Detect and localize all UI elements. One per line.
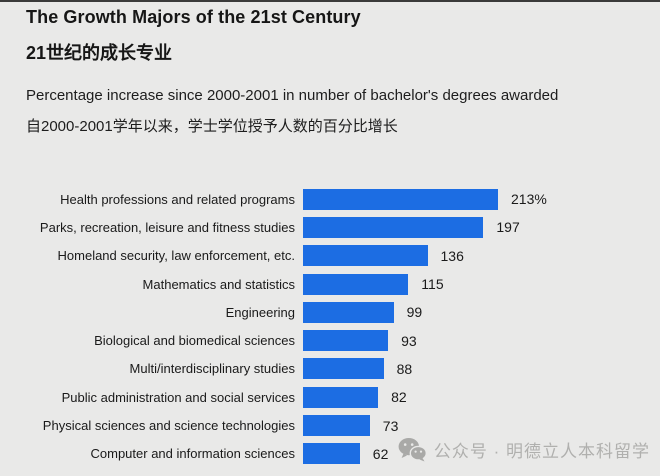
chart-row: Engineering 99 (0, 298, 660, 326)
value-label: 62 (372, 445, 389, 462)
bar-chart: Health professions and related programs … (0, 185, 660, 468)
wechat-icon (398, 437, 427, 462)
chart-header: The Growth Majors of the 21st Century 21… (26, 7, 636, 136)
value-label: 197 (496, 219, 520, 236)
chart-subtitle-english: Percentage increase since 2000-2001 in n… (26, 86, 559, 104)
chart-title-english: The Growth Majors of the 21st Century (26, 7, 361, 27)
category-label: Physical sciences and science technologi… (42, 418, 295, 434)
chart-row: Physical sciences and science technologi… (0, 411, 660, 439)
value-label: 99 (406, 304, 423, 321)
value-label: 82 (391, 389, 407, 406)
bar (303, 188, 498, 210)
category-label: Mathematics and statistics (142, 276, 295, 292)
bar (303, 386, 379, 408)
watermark-text: 公众号 · 明德立人本科留学 (433, 442, 650, 461)
value-label: 73 (382, 417, 399, 434)
category-label: Public administration and social service… (61, 389, 295, 405)
chart-row: Parks, recreation, leisure and fitness s… (0, 213, 660, 241)
bar (303, 301, 394, 323)
value-label: 88 (396, 360, 413, 377)
bar (303, 358, 384, 380)
chart-row: Multi/interdisciplinary studies 88 (0, 355, 660, 383)
chart-row: Public administration and social service… (0, 383, 660, 411)
top-border-strip (0, 0, 660, 2)
bar (303, 443, 360, 465)
value-label: 93 (401, 332, 417, 349)
value-label: 213% (511, 191, 547, 208)
value-label: 115 (421, 276, 444, 293)
category-label: Parks, recreation, leisure and fitness s… (39, 219, 295, 235)
category-label: Engineering (225, 304, 295, 320)
chart-row: Health professions and related programs … (0, 185, 660, 213)
bar (303, 273, 409, 295)
chart-title-chinese: 21世纪的成长专业 (26, 42, 173, 63)
chart-row: Homeland security, law enforcement, etc.… (0, 242, 660, 270)
category-label: Homeland security, law enforcement, etc. (57, 248, 295, 264)
category-label: Multi/interdisciplinary studies (129, 361, 295, 377)
bar (303, 415, 370, 437)
category-label: Computer and information sciences (90, 446, 296, 462)
bar (303, 216, 484, 238)
bar (303, 330, 389, 352)
chart-subtitle-chinese: 自2000-2001学年以来，学士学位授予人数的百分比增长 (26, 117, 398, 135)
bar (303, 245, 428, 267)
watermark: 公众号 · 明德立人本科留学 (398, 437, 650, 462)
chart-row: Computer and information sciences 62 (0, 440, 660, 468)
category-label: Biological and biomedical sciences (94, 333, 295, 349)
category-label: Health professions and related programs (60, 191, 295, 207)
value-label: 136 (440, 247, 464, 264)
chart-row: Mathematics and statistics 115 (0, 270, 660, 298)
chart-row: Biological and biomedical sciences 93 (0, 326, 660, 354)
